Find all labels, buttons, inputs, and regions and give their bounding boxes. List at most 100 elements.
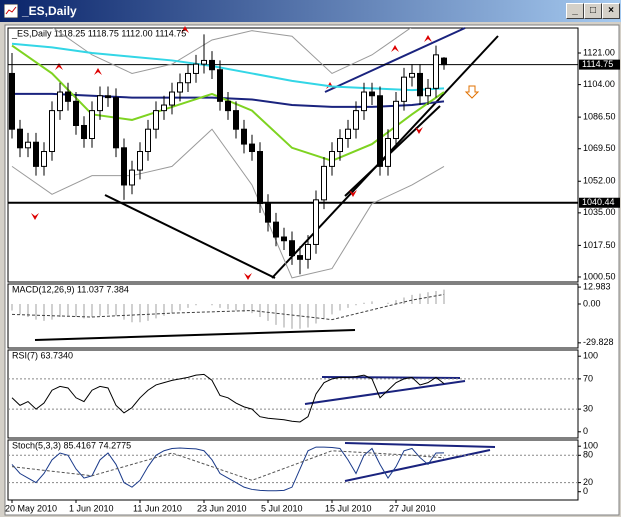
y-tick-label: 1086.50 xyxy=(583,112,616,122)
candle-body xyxy=(241,128,247,145)
candle-body xyxy=(345,128,351,140)
y-tick-label: 100 xyxy=(583,441,598,451)
price-label: 1040.44 xyxy=(582,197,615,207)
candle-body xyxy=(225,100,231,112)
maximize-button[interactable]: □ xyxy=(584,3,602,19)
y-tick-label: 1104.00 xyxy=(583,79,615,89)
candle-body xyxy=(257,151,263,205)
candle-body xyxy=(329,151,335,167)
y-tick-label: 0 xyxy=(583,486,588,496)
pane-frames xyxy=(7,27,579,501)
candle-body xyxy=(417,72,423,97)
y-tick-label: 1069.50 xyxy=(583,143,616,153)
candle-body xyxy=(161,104,167,112)
x-tick-label: 20 May 2010 xyxy=(5,503,57,513)
candle-body xyxy=(177,82,183,93)
candle-body xyxy=(321,165,327,201)
candle-body xyxy=(89,110,95,140)
candle-body xyxy=(193,63,199,74)
chart-background xyxy=(4,24,620,516)
x-tick-label: 1 Jun 2010 xyxy=(69,503,114,513)
candle-body xyxy=(9,72,15,130)
candle-body xyxy=(425,87,431,97)
candle-body xyxy=(217,69,223,102)
pane-label: _ES,Daily 1118.25 1118.75 1112.00 1114.7… xyxy=(11,28,186,38)
title-bar: _ES,Daily _ □ × xyxy=(0,0,621,22)
y-tick-label: 0 xyxy=(583,426,588,436)
y-tick-label: 30 xyxy=(583,403,593,413)
candle-body xyxy=(281,236,287,242)
indicator-line xyxy=(11,450,445,481)
candle-body xyxy=(169,91,175,106)
candle-body xyxy=(385,138,391,167)
indicator-line xyxy=(11,128,445,279)
y-tick-label: 20 xyxy=(583,477,593,487)
candle-body xyxy=(201,59,207,65)
candle-body xyxy=(353,110,359,130)
candle-body xyxy=(265,203,271,223)
candle-body xyxy=(409,72,415,78)
candle-body xyxy=(113,97,119,149)
candle-body xyxy=(361,91,367,112)
candle-body xyxy=(401,76,407,102)
indicator-line xyxy=(52,28,412,75)
pane-label: Stoch(5,3,3) 85.4167 74.2775 xyxy=(12,440,131,450)
y-tick-label: -29.828 xyxy=(583,337,614,347)
candle-body xyxy=(65,91,71,102)
candle-body xyxy=(129,169,135,186)
x-tick-label: 5 Jul 2010 xyxy=(261,503,303,513)
candle-body xyxy=(185,72,191,84)
candle-body xyxy=(433,54,439,89)
y-tick-label: 1121.00 xyxy=(583,47,615,57)
y-tick-label: 1017.50 xyxy=(583,240,616,250)
y-tick-label: 1052.00 xyxy=(583,176,616,186)
candle-body xyxy=(33,141,39,167)
signal-arrow xyxy=(464,85,480,99)
x-tick-label: 11 Jun 2010 xyxy=(133,503,182,513)
chart-area: _ES,Daily 1118.25 1118.75 1112.00 1114.7… xyxy=(4,24,620,516)
candle-body xyxy=(273,221,279,238)
candle-body xyxy=(49,110,55,153)
pane-label: RSI(7) 63.7340 xyxy=(12,350,73,360)
price-label-box xyxy=(579,197,620,208)
candle-body xyxy=(249,143,255,153)
indicator-line xyxy=(11,373,445,423)
candle-body xyxy=(81,124,87,140)
candle-body xyxy=(17,128,23,149)
candle-body xyxy=(441,57,447,66)
minimize-button[interactable]: _ xyxy=(566,3,584,19)
candle-body xyxy=(369,91,375,97)
candle-body xyxy=(233,110,239,130)
window-title: _ES,Daily xyxy=(22,4,77,18)
x-tick-label: 15 Jul 2010 xyxy=(325,503,372,513)
candle-body xyxy=(337,138,343,153)
x-tick-label: 23 Jun 2010 xyxy=(197,503,247,513)
close-button[interactable]: × xyxy=(602,3,620,19)
candle-body xyxy=(313,199,319,245)
candle-body xyxy=(377,95,383,167)
window-icon xyxy=(4,4,18,18)
candle-body xyxy=(73,100,79,126)
candle-body xyxy=(57,91,63,112)
y-tick-label: 100 xyxy=(583,351,598,361)
candle-body xyxy=(97,95,103,112)
candle-body xyxy=(305,243,311,260)
y-tick-label: 1035.00 xyxy=(583,207,616,217)
candle-body xyxy=(137,151,143,171)
candle-body xyxy=(145,128,151,153)
indicator-line xyxy=(11,42,445,92)
candle-body xyxy=(289,240,295,257)
indicator-line xyxy=(11,446,445,492)
candle-body xyxy=(209,59,215,71)
candle-body xyxy=(25,141,31,149)
y-tick-label: 70 xyxy=(583,373,593,383)
y-tick-label: 0.00 xyxy=(583,298,601,308)
y-tick-label: 1000.50 xyxy=(583,271,616,281)
x-tick-label: 27 Jul 2010 xyxy=(389,503,436,513)
y-tick-label: 80 xyxy=(583,450,593,460)
pane-label: MACD(12,26,9) 11.037 7.384 xyxy=(12,284,129,294)
candle-body xyxy=(153,110,159,130)
y-tick-label: 12.983 xyxy=(583,281,611,291)
candle-body xyxy=(297,255,303,260)
